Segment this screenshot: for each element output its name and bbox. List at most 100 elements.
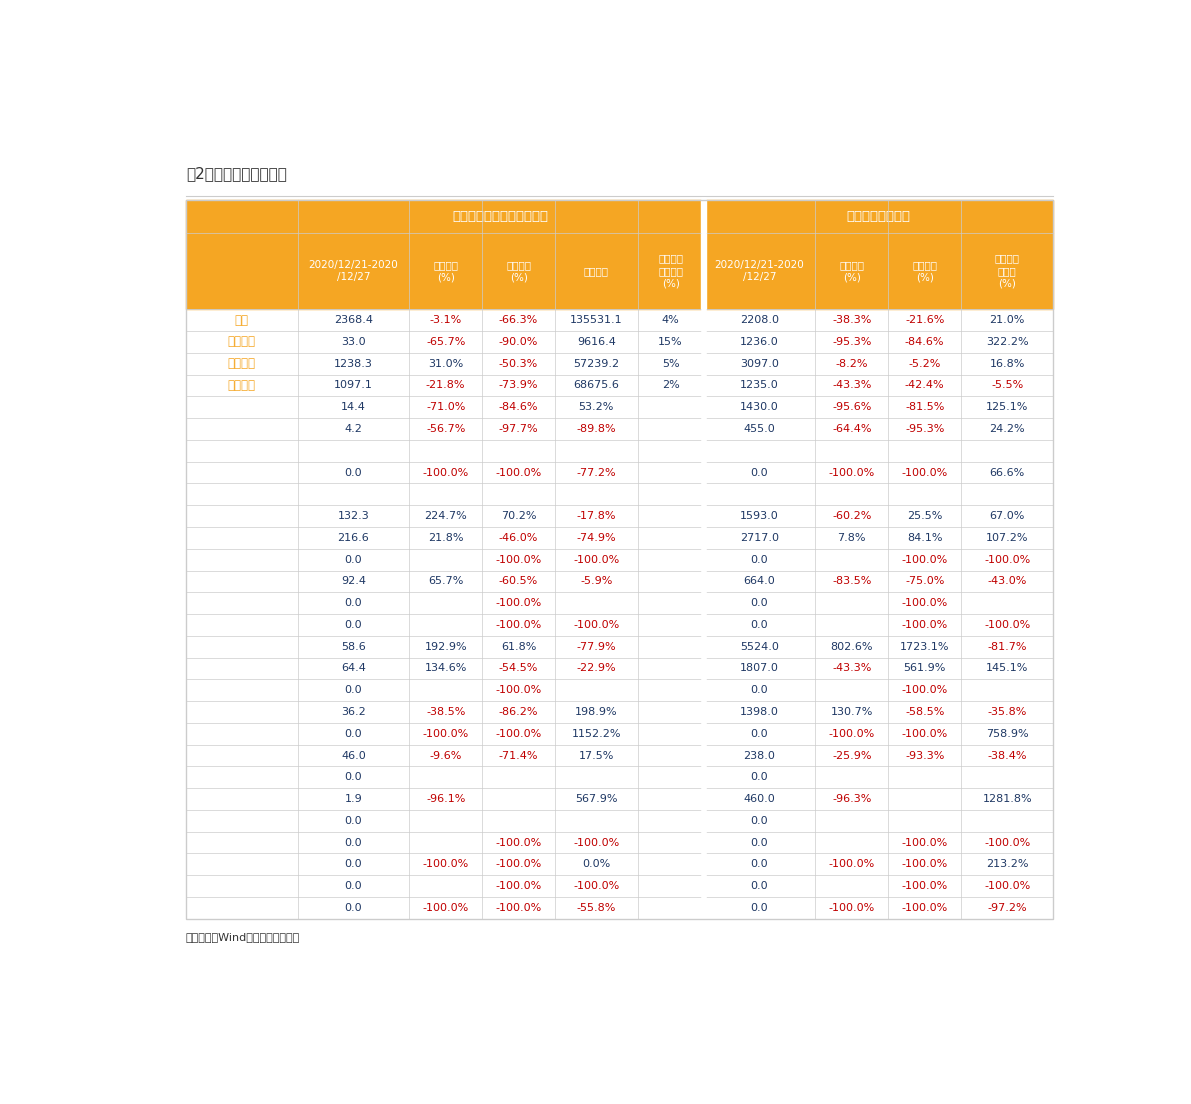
Bar xyxy=(637,418,704,439)
Text: -60.2%: -60.2% xyxy=(833,511,872,521)
Bar xyxy=(816,549,888,571)
Text: -100.0%: -100.0% xyxy=(495,554,542,564)
Bar xyxy=(704,701,816,723)
Bar xyxy=(888,766,961,788)
Text: -96.3%: -96.3% xyxy=(833,794,872,804)
Bar xyxy=(482,636,555,658)
Text: 2020/12/21-2020
/12/27: 2020/12/21-2020 /12/27 xyxy=(715,259,804,283)
Bar xyxy=(888,461,961,484)
Bar xyxy=(555,484,637,506)
Text: -100.0%: -100.0% xyxy=(829,468,875,478)
Text: -100.0%: -100.0% xyxy=(423,859,469,869)
Text: -100.0%: -100.0% xyxy=(902,881,948,891)
Bar xyxy=(816,636,888,658)
Text: 132.3: 132.3 xyxy=(337,511,369,521)
Bar xyxy=(961,461,1054,484)
Bar xyxy=(637,875,704,898)
Bar xyxy=(816,592,888,614)
Text: 0.0: 0.0 xyxy=(344,598,362,608)
Bar xyxy=(186,439,298,461)
Text: -8.2%: -8.2% xyxy=(836,359,868,369)
Bar xyxy=(700,233,706,309)
Bar xyxy=(186,745,298,766)
Text: 0.0: 0.0 xyxy=(750,881,768,891)
Text: 460.0: 460.0 xyxy=(743,794,775,804)
Bar xyxy=(298,745,410,766)
Bar xyxy=(816,810,888,831)
Bar xyxy=(186,353,298,374)
Text: -100.0%: -100.0% xyxy=(902,903,948,913)
Text: 1236.0: 1236.0 xyxy=(740,337,779,347)
Bar xyxy=(704,439,816,461)
Text: -25.9%: -25.9% xyxy=(833,751,872,761)
Bar xyxy=(704,810,816,831)
Bar xyxy=(410,233,482,309)
Text: 0.0: 0.0 xyxy=(750,598,768,608)
Bar xyxy=(555,723,637,745)
Bar xyxy=(410,723,482,745)
Bar xyxy=(410,679,482,701)
Text: 2208.0: 2208.0 xyxy=(740,315,779,326)
Bar xyxy=(704,636,816,658)
Bar xyxy=(298,309,410,331)
Text: -81.5%: -81.5% xyxy=(905,402,944,412)
Bar xyxy=(555,766,637,788)
Bar xyxy=(961,810,1054,831)
Bar xyxy=(482,439,555,461)
Text: 1152.2%: 1152.2% xyxy=(572,729,621,739)
Bar xyxy=(888,418,961,439)
Bar xyxy=(555,527,637,549)
Text: 238.0: 238.0 xyxy=(743,751,775,761)
Bar xyxy=(816,439,888,461)
Bar xyxy=(298,461,410,484)
Text: 0.0: 0.0 xyxy=(750,686,768,696)
Bar xyxy=(410,614,482,636)
Bar xyxy=(888,658,961,679)
Bar xyxy=(888,810,961,831)
Bar xyxy=(298,374,410,396)
Text: -42.4%: -42.4% xyxy=(905,381,944,391)
Text: 9616.4: 9616.4 xyxy=(576,337,616,347)
Text: 0.0: 0.0 xyxy=(344,729,362,739)
Bar xyxy=(888,309,961,331)
Bar xyxy=(482,614,555,636)
Bar xyxy=(482,374,555,396)
Bar xyxy=(555,875,637,898)
Text: -21.6%: -21.6% xyxy=(905,315,944,326)
Text: -38.4%: -38.4% xyxy=(987,751,1027,761)
Text: -100.0%: -100.0% xyxy=(984,881,1030,891)
Text: -83.5%: -83.5% xyxy=(833,576,872,586)
Bar xyxy=(482,898,555,919)
Bar xyxy=(816,527,888,549)
Text: -86.2%: -86.2% xyxy=(499,707,538,716)
Text: -100.0%: -100.0% xyxy=(829,903,875,913)
Text: 224.7%: 224.7% xyxy=(424,511,467,521)
Bar xyxy=(186,396,298,418)
Bar xyxy=(816,831,888,853)
Text: 61.8%: 61.8% xyxy=(501,641,536,651)
Text: -100.0%: -100.0% xyxy=(829,859,875,869)
Text: -90.0%: -90.0% xyxy=(499,337,538,347)
Text: 46.0: 46.0 xyxy=(341,751,366,761)
Bar xyxy=(482,396,555,418)
Text: 145.1%: 145.1% xyxy=(986,664,1029,673)
Bar xyxy=(816,233,888,309)
Text: -77.2%: -77.2% xyxy=(576,468,616,478)
Text: 57239.2: 57239.2 xyxy=(573,359,619,369)
Bar xyxy=(637,831,704,853)
Text: 21.8%: 21.8% xyxy=(428,533,463,543)
Bar xyxy=(410,331,482,353)
Text: 一线城市: 一线城市 xyxy=(227,336,256,349)
Bar xyxy=(888,396,961,418)
Bar xyxy=(816,766,888,788)
Bar xyxy=(888,745,961,766)
Bar xyxy=(816,353,888,374)
Text: -60.5%: -60.5% xyxy=(499,576,538,586)
Bar xyxy=(298,527,410,549)
Bar xyxy=(704,549,816,571)
Bar xyxy=(888,527,961,549)
Bar xyxy=(555,592,637,614)
Bar xyxy=(637,331,704,353)
Bar xyxy=(637,745,704,766)
Bar xyxy=(555,658,637,679)
